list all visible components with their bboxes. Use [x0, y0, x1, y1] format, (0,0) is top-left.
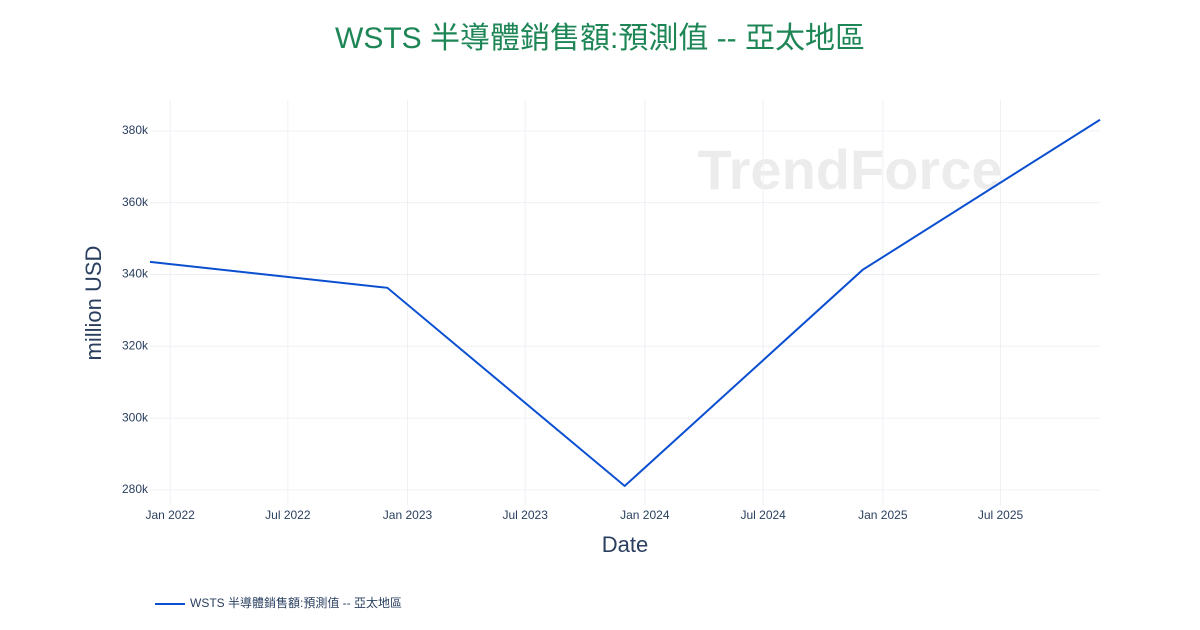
- x-tick-label: Jul 2022: [265, 508, 311, 522]
- y-tick-label: 380k: [122, 123, 149, 137]
- legend-label: WSTS 半導體銷售額:預測值 -- 亞太地區: [190, 595, 402, 610]
- x-tick-label: Jan 2025: [858, 508, 908, 522]
- x-tick-label: Jul 2023: [503, 508, 549, 522]
- y-tick-label: 320k: [122, 338, 149, 352]
- x-tick-label: Jul 2025: [978, 508, 1024, 522]
- watermark: TrendForce: [698, 138, 1003, 201]
- x-tick-label: Jan 2024: [620, 508, 670, 522]
- x-tick-label: Jul 2024: [740, 508, 786, 522]
- y-axis-title: million USD: [81, 246, 106, 361]
- y-tick-label: 300k: [122, 410, 149, 424]
- x-tick-label: Jan 2023: [383, 508, 433, 522]
- chart-title: WSTS 半導體銷售額:預測值 -- 亞太地區: [335, 22, 865, 55]
- y-tick-label: 360k: [122, 195, 149, 209]
- x-axis-title: Date: [602, 532, 648, 557]
- y-tick-label: 280k: [122, 482, 149, 496]
- x-tick-label: Jan 2022: [145, 508, 195, 522]
- line: [149, 118, 1101, 488]
- y-tick-label: 340k: [122, 267, 149, 281]
